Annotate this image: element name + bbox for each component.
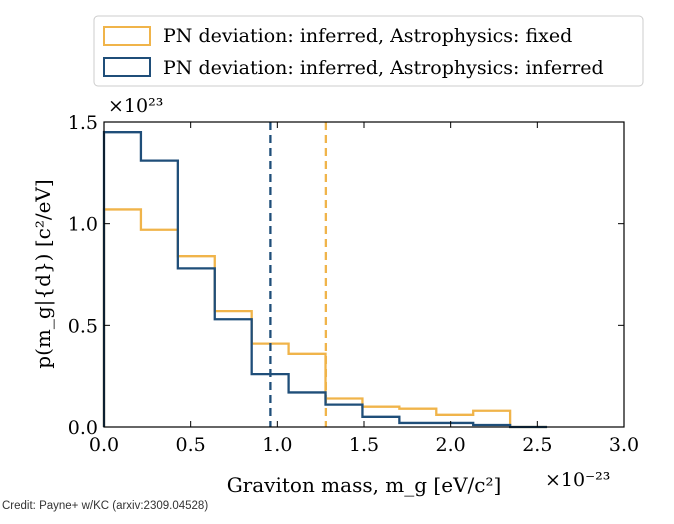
histogram-bin-0-2: [178, 256, 215, 427]
axes-frame: [103, 121, 625, 428]
legend: PN deviation: inferred, Astrophysics: fi…: [93, 15, 644, 87]
histogram-bin-0-3: [215, 311, 252, 427]
y-tick-label: 1.0: [68, 214, 98, 236]
histogram-bin-1-7: [362, 417, 399, 427]
legend-swatch-fixed: [103, 26, 151, 46]
histogram-bin-1-6: [326, 405, 363, 427]
credit-text: Credit: Payne+ w/KC (arxiv:2309.04528): [2, 500, 209, 512]
x-tick-label: 3.0: [609, 434, 639, 456]
legend-label-fixed: PN deviation: inferred, Astrophysics: fi…: [163, 25, 572, 47]
histogram-bin-0-1: [141, 230, 178, 427]
histogram-bin-1-5: [289, 392, 326, 427]
legend-frame: [93, 15, 644, 87]
histogram-bin-0-9: [436, 415, 473, 427]
y-tick-label: 0.0: [68, 417, 98, 439]
x-scale-label: ×10⁻²³: [545, 469, 610, 491]
x-tick-label: 2.5: [522, 434, 552, 456]
histogram-bin-0-5: [289, 354, 326, 427]
histogram-bin-1-1: [141, 161, 178, 427]
y-tick-label: 0.5: [68, 315, 98, 337]
x-tick-label: 2.0: [436, 434, 466, 456]
histogram-bin-0-6: [326, 399, 363, 427]
y-axis-ticks: 0.0 0.5 1.0 1.5: [68, 112, 624, 439]
plot-area: [102, 122, 548, 429]
histogram-bin-1-0: [104, 132, 141, 427]
x-axis-ticks: 0.0 0.5 1.0 1.5 2.0 2.5 3.0: [89, 122, 639, 456]
legend-label-inferred: PN deviation: inferred, Astrophysics: in…: [163, 57, 604, 79]
x-tick-label: 0.0: [89, 434, 119, 456]
histogram-bin-0-8: [399, 409, 436, 427]
x-tick-label: 1.5: [349, 434, 379, 456]
x-axis-label: Graviton mass, m_g [eV/c²]: [227, 473, 502, 497]
histogram-series-1: [102, 131, 548, 429]
histogram-bin-0-0: [104, 209, 141, 427]
histogram-bin-1-3: [215, 319, 252, 427]
y-scale-label: ×10²³: [108, 95, 163, 117]
x-tick-label: 1.0: [262, 434, 292, 456]
histogram-bin-1-2: [178, 268, 215, 427]
legend-swatch-inferred: [103, 57, 151, 77]
y-axis-label: p(m_g|{d}) [c²/eV]: [31, 179, 56, 368]
y-tick-label: 1.5: [68, 112, 98, 134]
x-tick-label: 0.5: [176, 434, 206, 456]
